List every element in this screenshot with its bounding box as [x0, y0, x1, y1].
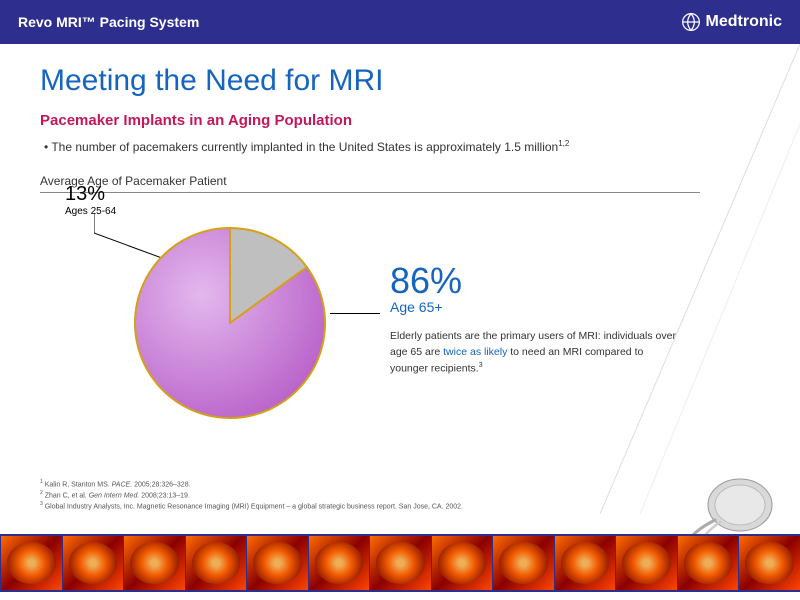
product-name: Revo MRI™ Pacing System [18, 14, 199, 30]
page-title: Meeting the Need for MRI [40, 64, 760, 98]
footnotes: 1 Kalin R, Stanton MS. PACE. 2005;28:326… [40, 479, 463, 512]
callout-description: Elderly patients are the primary users o… [390, 329, 680, 377]
bullet-text: The number of pacemakers currently impla… [40, 139, 760, 154]
header-bar: Revo MRI™ Pacing System Medtronic [0, 0, 800, 44]
pie-chart: 13% Ages 25-64 86% Age 65+ Elderly patie… [40, 213, 760, 463]
pie-svg-wrap [130, 223, 330, 428]
subtitle: Pacemaker Implants in an Aging Populatio… [40, 112, 760, 129]
leader-line-2 [330, 313, 380, 314]
brand-name: Medtronic [706, 13, 782, 31]
globe-icon [681, 12, 701, 32]
brand-logo: Medtronic [681, 12, 782, 32]
mri-film-strip [0, 534, 800, 592]
pie-label-minor: 13% Ages 25-64 [65, 183, 116, 217]
chart-section-label: Average Age of Pacemaker Patient [40, 174, 700, 193]
pie-label-major: 86% Age 65+ Elderly patients are the pri… [390, 263, 680, 377]
